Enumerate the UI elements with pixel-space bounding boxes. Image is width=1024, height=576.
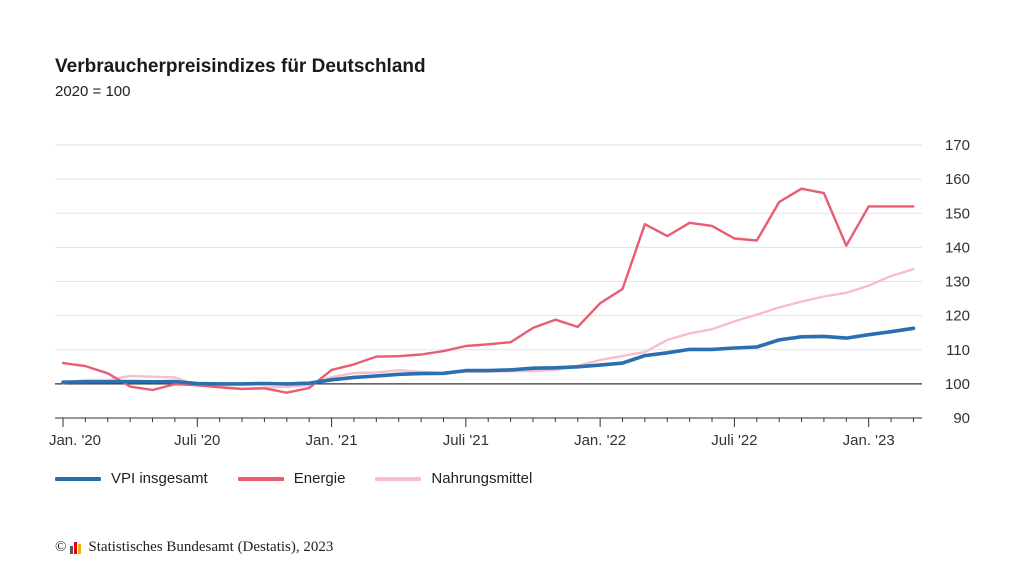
destatis-logo-icon bbox=[70, 541, 82, 554]
x-tick-label: Juli '20 bbox=[174, 432, 220, 449]
x-tick-label: Jan. '22 bbox=[574, 432, 626, 449]
y-tick-label: 160 bbox=[945, 171, 970, 188]
x-tick-label: Juli '21 bbox=[443, 432, 489, 449]
source-footer: © Statistisches Bundesamt (Destatis), 20… bbox=[55, 539, 333, 556]
legend-label-energie: Energie bbox=[293, 470, 346, 487]
x-tick-label: Juli '22 bbox=[711, 432, 757, 449]
y-axis: 90 100 110 120 130 140 150 160 170 bbox=[945, 137, 970, 427]
x-tick-label: Jan. '21 bbox=[306, 432, 358, 449]
legend-swatch-nahrungsmittel bbox=[375, 476, 422, 481]
y-tick-label: 170 bbox=[945, 137, 970, 154]
chart-title: Verbraucherpreisindizes für Deutschland bbox=[55, 56, 426, 77]
legend-item-nahrungsmittel[interactable]: Nahrungsmittel bbox=[375, 470, 532, 487]
y-tick-label: 150 bbox=[945, 205, 970, 222]
grid-lines bbox=[55, 144, 922, 419]
copyright-symbol: © bbox=[55, 539, 67, 555]
legend-swatch-vpi bbox=[55, 476, 101, 481]
legend-item-energie[interactable]: Energie bbox=[237, 470, 346, 487]
series-line-vpi bbox=[61, 326, 916, 386]
y-tick-label: 130 bbox=[945, 274, 970, 291]
y-tick-label: 120 bbox=[945, 308, 970, 325]
y-tick-label: 90 bbox=[953, 410, 970, 427]
legend-label-vpi: VPI insgesamt bbox=[111, 470, 208, 487]
series-line-energie bbox=[61, 187, 915, 394]
y-tick-label: 140 bbox=[945, 239, 970, 256]
legend-label-nahrungsmittel: Nahrungsmittel bbox=[431, 470, 533, 487]
y-tick-label: 110 bbox=[946, 342, 970, 359]
legend-item-vpi[interactable]: VPI insgesamt bbox=[55, 470, 208, 487]
x-tick-label: Jan. '23 bbox=[843, 432, 895, 449]
chart-subtitle: 2020 = 100 bbox=[55, 83, 131, 100]
x-axis: Jan. '20 Juli '20 Jan. '21 Juli '21 Jan. '22… bbox=[49, 417, 922, 449]
series-lines bbox=[61, 187, 916, 394]
source-text: Statistisches Bundesamt (Destatis), 2023 bbox=[88, 539, 334, 555]
y-tick-label: 100 bbox=[945, 376, 970, 393]
legend: VPI insgesamt Energie Nahrungsmittel bbox=[55, 470, 562, 487]
x-tick-label: Jan. '20 bbox=[49, 432, 101, 449]
legend-swatch-energie bbox=[237, 476, 284, 481]
